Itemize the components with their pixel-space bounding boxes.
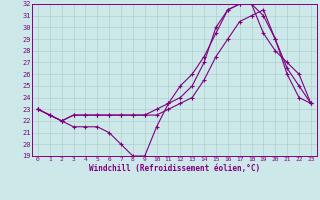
X-axis label: Windchill (Refroidissement éolien,°C): Windchill (Refroidissement éolien,°C) — [89, 164, 260, 173]
